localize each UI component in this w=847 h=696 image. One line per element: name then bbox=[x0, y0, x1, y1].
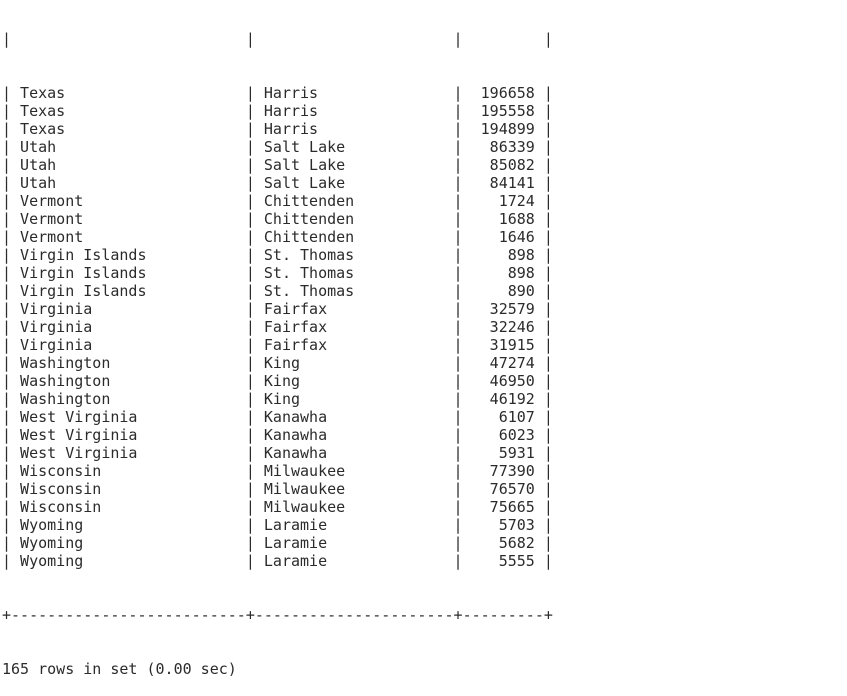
table-row: | Vermont | Chittenden | 1724 | bbox=[2, 192, 553, 210]
table-row: | West Virginia | Kanawha | 6107 | bbox=[2, 408, 553, 426]
table-row: | Washington | King | 47274 | bbox=[2, 354, 553, 372]
table-row: | Texas | Harris | 194899 | bbox=[2, 120, 553, 138]
table-row: | Virginia | Fairfax | 32246 | bbox=[2, 318, 553, 336]
table-row: | Wyoming | Laramie | 5555 | bbox=[2, 552, 553, 570]
result-table: | Texas | Harris | 196658 | | Texas | Har… bbox=[2, 84, 553, 570]
table-row: | Wyoming | Laramie | 5703 | bbox=[2, 516, 553, 534]
table-row: | Texas | Harris | 195558 | bbox=[2, 102, 553, 120]
table-row: | Virgin Islands | St. Thomas | 898 | bbox=[2, 246, 553, 264]
table-row: | Texas | Harris | 196658 | bbox=[2, 84, 553, 102]
table-row: | Washington | King | 46192 | bbox=[2, 390, 553, 408]
table-row: | Vermont | Chittenden | 1646 | bbox=[2, 228, 553, 246]
table-row: | | | | bbox=[2, 30, 553, 48]
table-row: | Virginia | Fairfax | 31915 | bbox=[2, 336, 553, 354]
status-line: 165 rows in set (0.00 sec) bbox=[2, 660, 237, 678]
table-row: | Virginia | Fairfax | 32579 | bbox=[2, 300, 553, 318]
table-row: | West Virginia | Kanawha | 5931 | bbox=[2, 444, 553, 462]
table-row: | Virgin Islands | St. Thomas | 890 | bbox=[2, 282, 553, 300]
table-row: | Wyoming | Laramie | 5682 | bbox=[2, 534, 553, 552]
table-row: | Wisconsin | Milwaukee | 75665 | bbox=[2, 498, 553, 516]
table-row: | Utah | Salt Lake | 85082 | bbox=[2, 156, 553, 174]
table-row: | Virgin Islands | St. Thomas | 898 | bbox=[2, 264, 553, 282]
table-row: | Vermont | Chittenden | 1688 | bbox=[2, 210, 553, 228]
table-row: | Washington | King | 46950 | bbox=[2, 372, 553, 390]
table-row: | Utah | Salt Lake | 86339 | bbox=[2, 138, 553, 156]
table-row: | Wisconsin | Milwaukee | 76570 | bbox=[2, 480, 553, 498]
table-row: | Wisconsin | Milwaukee | 77390 | bbox=[2, 462, 553, 480]
table-row: | Utah | Salt Lake | 84141 | bbox=[2, 174, 553, 192]
table-row: | West Virginia | Kanawha | 6023 | bbox=[2, 426, 553, 444]
terminal-output: | | | | | Texas | Harris | 196658 | | Tex… bbox=[2, 0, 553, 696]
table-border: +--------------------------+------------… bbox=[2, 606, 553, 624]
